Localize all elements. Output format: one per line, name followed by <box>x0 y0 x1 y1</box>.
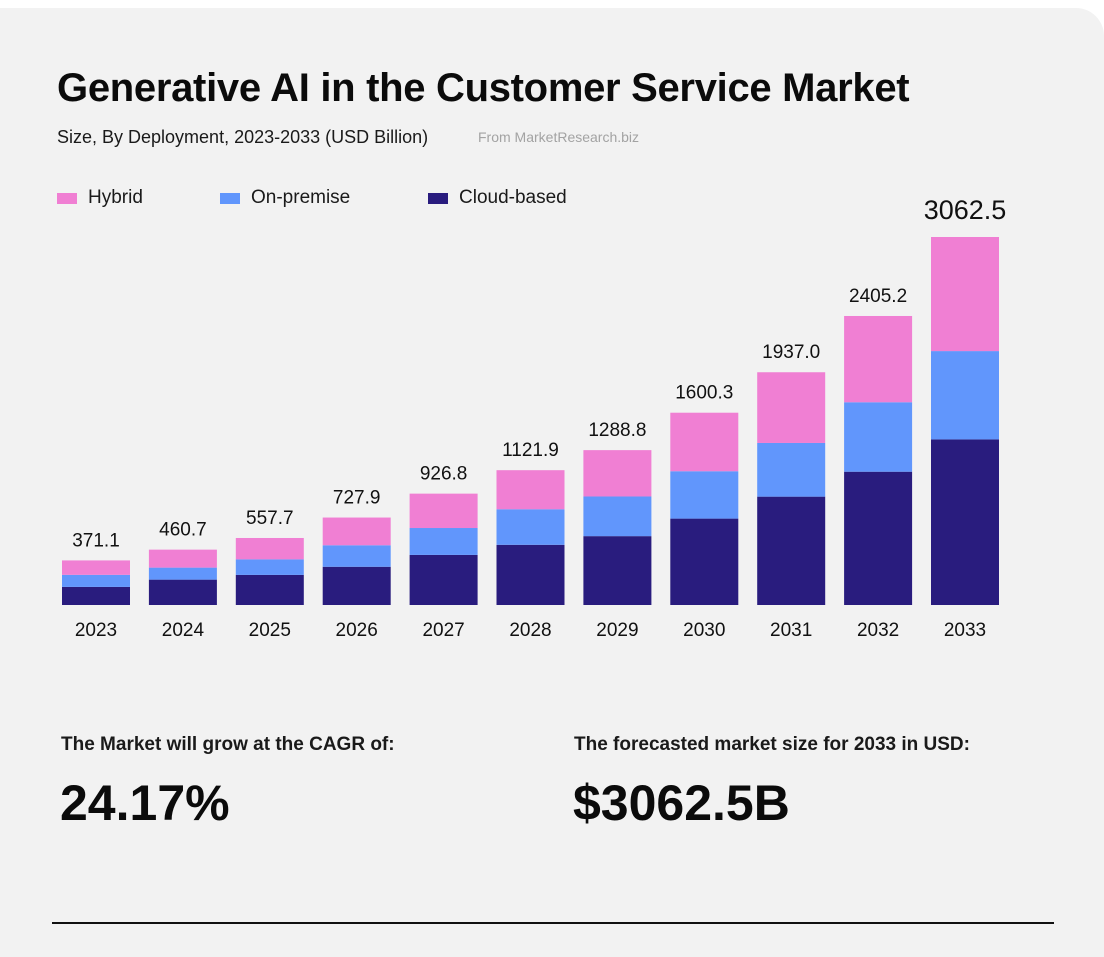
total-label-2023: 371.1 <box>72 530 120 551</box>
x-tick-label-2027: 2027 <box>422 620 464 641</box>
x-tick-label-2023: 2023 <box>75 620 117 641</box>
bar-cloud-based-2032 <box>844 471 913 605</box>
legend-item-on-premise: On-premise <box>220 187 350 209</box>
bar-cloud-based-2033 <box>931 439 999 605</box>
total-label-2029: 1288.8 <box>588 420 646 441</box>
chart-title: Generative AI in the Customer Service Ma… <box>57 66 910 110</box>
bar-hybrid-2031 <box>757 372 826 443</box>
total-label-2024: 460.7 <box>159 520 207 541</box>
bar-on-premise-2025 <box>235 559 304 575</box>
bar-cloud-based-2024 <box>148 579 217 605</box>
bar-cloud-based-2027 <box>409 554 478 605</box>
x-tick-label-2031: 2031 <box>770 620 812 641</box>
bar-hybrid-2023 <box>62 560 130 575</box>
bar-on-premise-2033 <box>931 351 999 440</box>
bar-on-premise-2028 <box>496 509 565 545</box>
bar-hybrid-2027 <box>409 493 478 529</box>
bar-hybrid-2030 <box>670 412 739 472</box>
bar-hybrid-2032 <box>844 315 913 403</box>
bottom-divider <box>52 922 1054 924</box>
bar-hybrid-2029 <box>583 450 652 497</box>
bar-hybrid-2025 <box>235 537 304 560</box>
bar-on-premise-2023 <box>62 574 130 587</box>
total-label-2032: 2405.2 <box>849 286 907 307</box>
total-label-2026: 727.9 <box>333 488 381 509</box>
bar-on-premise-2030 <box>670 471 739 519</box>
legend-label-cloud-based: Cloud-based <box>459 187 567 208</box>
legend-label-hybrid: Hybrid <box>88 187 143 208</box>
bar-on-premise-2026 <box>322 545 391 567</box>
x-tick-label-2026: 2026 <box>336 620 378 641</box>
stacked-bar-chart: 371.1 2023 460.7 2024 557.7 2025 727.9 2026 926.… <box>62 195 1007 641</box>
x-tick-label-2028: 2028 <box>509 620 551 641</box>
total-label-2033: 3062.5 <box>924 195 1007 225</box>
legend-swatch-hybrid <box>57 192 77 204</box>
bar-hybrid-2024 <box>148 549 217 568</box>
bar-cloud-based-2030 <box>670 518 739 605</box>
legend-item-hybrid: Hybrid <box>57 187 143 209</box>
bar-on-premise-2031 <box>757 442 826 497</box>
x-tick-label-2032: 2032 <box>857 620 899 641</box>
total-label-2025: 557.7 <box>246 508 294 529</box>
bar-hybrid-2033 <box>931 237 999 352</box>
x-tick-label-2025: 2025 <box>249 620 291 641</box>
bar-cloud-based-2031 <box>757 496 826 605</box>
bar-cloud-based-2028 <box>496 544 565 605</box>
total-label-2030: 1600.3 <box>675 383 733 404</box>
forecast-label: The forecasted market size for 2033 in U… <box>574 734 970 755</box>
x-tick-label-2029: 2029 <box>596 620 638 641</box>
legend-swatch-on-premise <box>220 192 240 204</box>
x-tick-label-2024: 2024 <box>162 620 205 641</box>
bar-hybrid-2026 <box>322 517 391 546</box>
x-tick-label-2033: 2033 <box>944 620 986 641</box>
bar-on-premise-2032 <box>844 402 913 472</box>
source-credit: From MarketResearch.biz <box>478 129 640 145</box>
bar-cloud-based-2025 <box>235 574 304 605</box>
forecast-value: $3062.5B <box>573 775 790 831</box>
total-label-2027: 926.8 <box>420 464 468 485</box>
cagr-label: The Market will grow at the CAGR of: <box>61 734 395 755</box>
legend-item-cloud-based: Cloud-based <box>428 187 567 209</box>
bar-on-premise-2024 <box>148 567 217 580</box>
total-label-2028: 1121.9 <box>502 440 559 461</box>
chart-subtitle: Size, By Deployment, 2023-2033 (USD Bill… <box>57 127 429 147</box>
bar-cloud-based-2023 <box>62 586 130 605</box>
bar-hybrid-2028 <box>496 470 565 510</box>
legend-swatch-cloud-based <box>428 192 448 204</box>
bar-cloud-based-2026 <box>322 566 391 605</box>
bar-on-premise-2027 <box>409 528 478 555</box>
legend-label-on-premise: On-premise <box>251 187 351 208</box>
bar-cloud-based-2029 <box>583 536 652 605</box>
cagr-value: 24.17% <box>60 775 230 831</box>
total-label-2031: 1937.0 <box>762 342 820 363</box>
bar-on-premise-2029 <box>583 496 652 537</box>
x-tick-label-2030: 2030 <box>683 620 725 641</box>
